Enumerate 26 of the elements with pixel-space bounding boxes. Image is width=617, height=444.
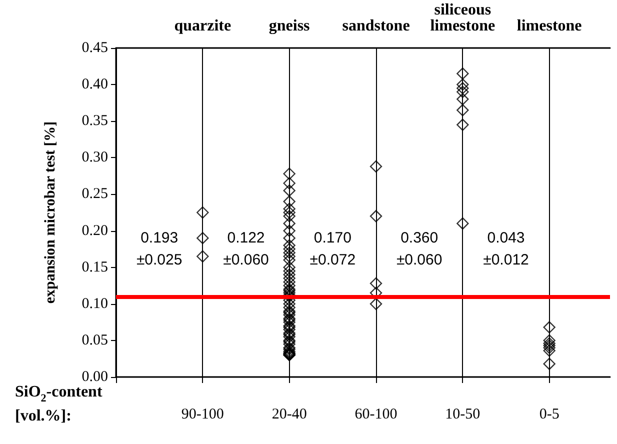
x-tick-label: 20-40	[272, 406, 307, 422]
y-tick-label: 0.00	[82, 369, 108, 385]
y-tick-label: 0.40	[82, 76, 108, 93]
annotation: 0.043 ±0.012	[483, 230, 529, 269]
y-tick-label: 0.25	[82, 186, 108, 202]
y-tick-label: 0.10	[82, 296, 108, 312]
annotation: 0.122 ±0.060	[223, 230, 269, 269]
text: quarzite	[174, 18, 232, 34]
y-tick-label: 0.30	[82, 150, 108, 166]
x-tick-label: 60-100	[354, 406, 398, 422]
y-tick-label: 0.20	[82, 222, 108, 239]
annotation: 0.360 ±0.060	[396, 230, 442, 269]
text: limestone	[516, 18, 582, 34]
y-tick-label: 0.35	[82, 113, 108, 130]
annotation: 0.193 ±0.025	[136, 230, 182, 269]
annotation: 0.170 ±0.072	[310, 230, 356, 269]
text: sandstone	[342, 18, 410, 34]
y-tick-label: 0.05	[82, 332, 108, 348]
y-tick-label: 0.15	[82, 259, 108, 276]
x-tick-label: 90-100	[181, 406, 224, 422]
x-tick-label: 0-5	[539, 406, 560, 422]
x-tick-label: 10-50	[445, 406, 480, 422]
text: gneiss	[268, 18, 310, 34]
y-tick-label: 0.45	[82, 40, 108, 56]
text: siliceous limestone	[430, 2, 496, 34]
y-axis-title: expansion microbar test [%]	[42, 121, 58, 304]
